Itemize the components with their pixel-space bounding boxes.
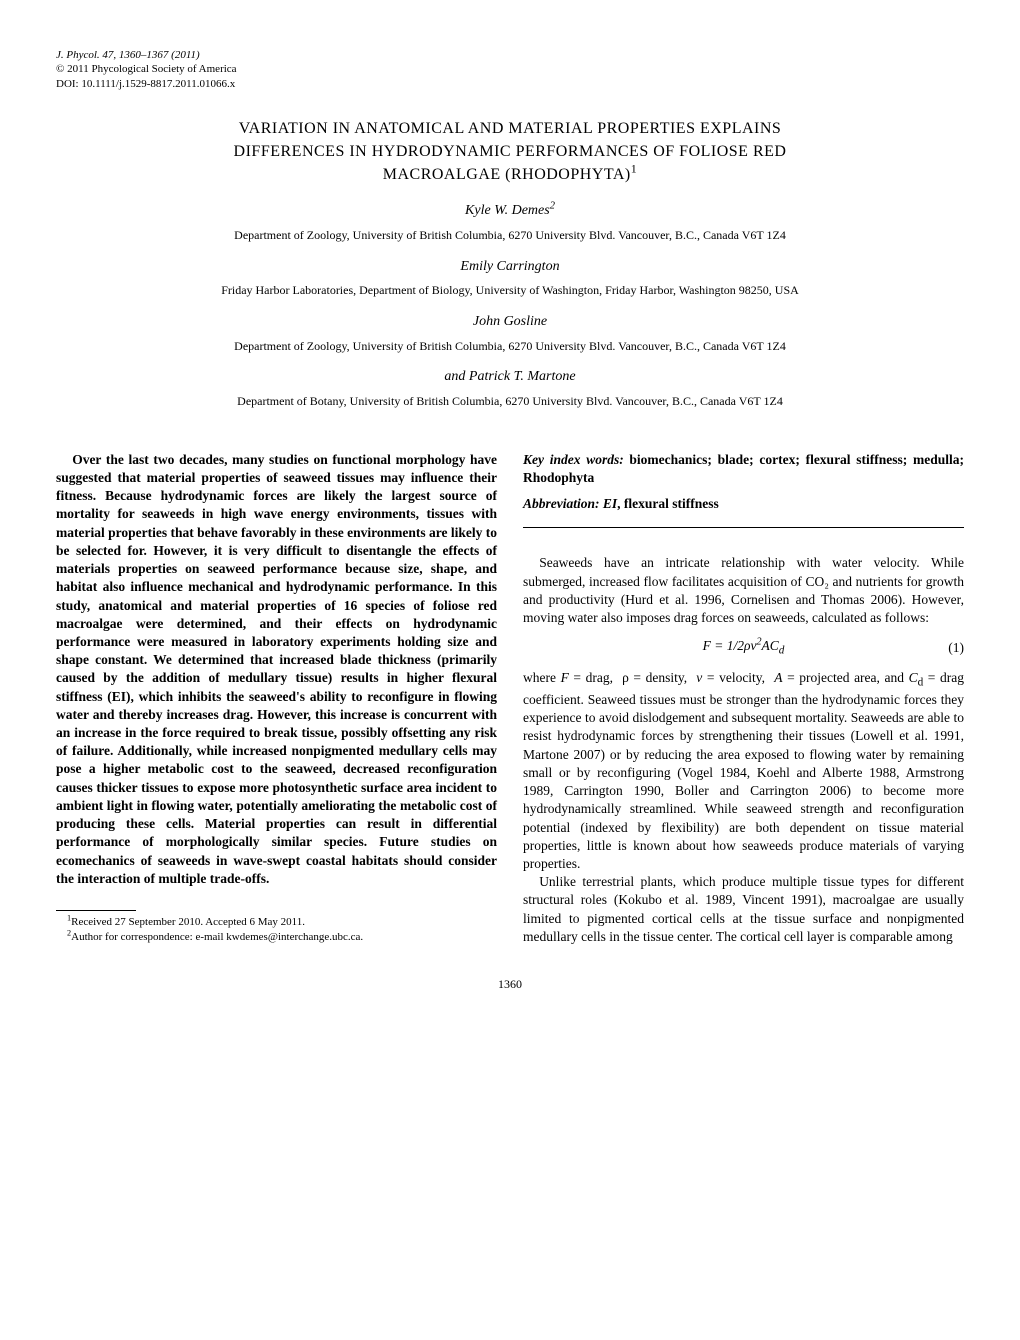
journal-meta: J. Phycol. 47, 1360–1367 (2011) © 2011 P… xyxy=(56,48,964,91)
author-1-footnote-marker: 2 xyxy=(550,201,555,212)
keywords-label: Key index words: xyxy=(523,452,624,467)
title-footnote-marker: 1 xyxy=(631,162,638,176)
journal-copyright: © 2011 Phycological Society of America xyxy=(56,62,964,76)
equation-1-formula: F = 1/2ρv2ACd xyxy=(703,637,785,659)
intro-paragraph-2: where F = drag, ρ = density, v = velocit… xyxy=(523,669,964,873)
equation-1-number: (1) xyxy=(948,639,964,657)
footnote-2: 2Author for correspondence: e-mail kwdem… xyxy=(56,930,497,945)
footnote-1: 1Received 27 September 2010. Accepted 6 … xyxy=(56,915,497,930)
author-name-4: and Patrick T. Martone xyxy=(56,368,964,387)
intro-section: Seaweeds have an intricate relationship … xyxy=(523,554,964,946)
author-affiliation-3: Department of Zoology, University of Bri… xyxy=(56,338,964,354)
author-affiliation-4: Department of Botany, University of Brit… xyxy=(56,393,964,409)
author-name-1: Kyle W. Demes2 xyxy=(56,202,964,221)
title-line-1: VARIATION IN ANATOMICAL AND MATERIAL PRO… xyxy=(239,120,782,137)
title-line-3: MACROALGAE (RHODOPHYTA) xyxy=(383,166,631,183)
footnotes: 1Received 27 September 2010. Accepted 6 … xyxy=(56,910,497,945)
author-affiliation-2: Friday Harbor Laboratories, Department o… xyxy=(56,282,964,298)
journal-citation: J. Phycol. 47, 1360–1367 (2011) xyxy=(56,48,964,62)
intro-paragraph-1: Seaweeds have an intricate relationship … xyxy=(523,554,964,627)
abbreviation-label: Abbreviation: xyxy=(523,496,600,511)
journal-doi: DOI: 10.1111/j.1529-8817.2011.01066.x xyxy=(56,77,964,91)
keywords-block: Key index words: biomechanics; blade; co… xyxy=(523,451,964,487)
author-name-2: Emily Carrington xyxy=(56,258,964,277)
section-separator xyxy=(523,527,964,528)
equation-1: F = 1/2ρv2ACd (1) xyxy=(523,637,964,659)
page-number: 1360 xyxy=(56,976,964,992)
abstract: Over the last two decades, many studies … xyxy=(56,451,497,888)
intro-paragraph-3: Unlike terrestrial plants, which produce… xyxy=(523,873,964,946)
abbreviation-content: EI, flexural stiffness xyxy=(600,496,719,511)
article-body-columns: Over the last two decades, many studies … xyxy=(56,451,964,946)
author-name-3: John Gosline xyxy=(56,313,964,332)
title-line-2: DIFFERENCES IN HYDRODYNAMIC PERFORMANCES… xyxy=(234,143,787,160)
article-title: VARIATION IN ANATOMICAL AND MATERIAL PRO… xyxy=(100,117,920,187)
footnote-rule xyxy=(56,910,136,911)
author-affiliation-1: Department of Zoology, University of Bri… xyxy=(56,227,964,243)
abbreviation-block: Abbreviation: EI, flexural stiffness xyxy=(523,495,964,513)
abstract-text: Over the last two decades, many studies … xyxy=(56,451,497,888)
